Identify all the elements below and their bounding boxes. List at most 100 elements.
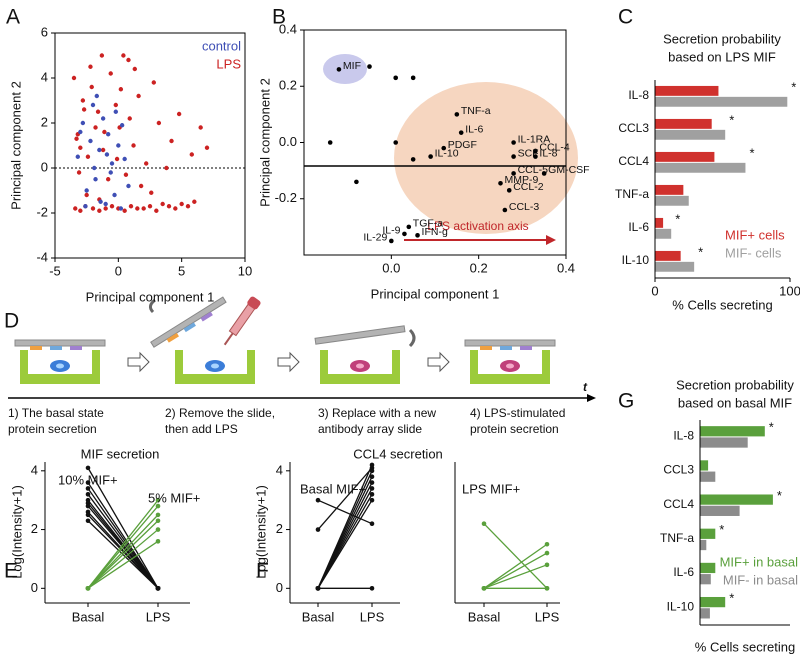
point: [192, 199, 197, 204]
line: [317, 467, 373, 530]
point: [511, 140, 516, 145]
bar: [655, 162, 746, 173]
line: [87, 514, 159, 589]
point: [544, 586, 550, 591]
point: [327, 140, 333, 145]
point-label: CCL-5: [518, 164, 549, 176]
point: [198, 125, 203, 130]
point: [151, 80, 156, 85]
chart-subtitle: LPS MIF+: [462, 481, 520, 496]
point: [123, 172, 129, 177]
point: [389, 238, 394, 244]
panel-label: F: [256, 560, 269, 583]
point: [506, 188, 512, 193]
y-tick-label: 0.4: [279, 21, 297, 36]
point-label: GM-CSF: [548, 164, 589, 176]
bar: [655, 195, 689, 206]
point: [92, 165, 97, 171]
y-tick-label: TNF-a: [660, 531, 694, 545]
point: [126, 57, 131, 63]
significance: *: [675, 211, 680, 226]
y-tick-label: 2: [31, 521, 38, 536]
line: [87, 540, 159, 589]
bar: [655, 129, 726, 140]
point: [541, 171, 547, 176]
line: [317, 499, 373, 589]
point: [410, 157, 416, 162]
line: [483, 552, 548, 589]
point: [544, 541, 550, 547]
point: [502, 207, 508, 213]
point: [533, 148, 538, 154]
point: [511, 171, 516, 176]
point: [164, 165, 169, 171]
line: [483, 564, 548, 589]
point: [315, 527, 321, 532]
x-tick-label: Basal: [468, 609, 501, 624]
y-axis-label: Principal component 2: [8, 81, 23, 210]
bar: [700, 437, 748, 448]
point: [83, 204, 88, 209]
point: [155, 497, 161, 503]
point: [109, 204, 115, 209]
point-label: MMP-9: [505, 174, 539, 186]
bar: [700, 539, 707, 551]
point: [122, 156, 127, 162]
bar: [655, 184, 684, 195]
point: [80, 120, 86, 126]
point: [97, 147, 102, 153]
point: [410, 75, 416, 81]
point: [402, 231, 407, 237]
chart-title: MIF secretion: [81, 446, 160, 461]
point: [118, 87, 124, 92]
point: [103, 206, 108, 211]
annotation: 5% MIF+: [148, 490, 200, 505]
bar: [700, 494, 773, 505]
point: [533, 154, 538, 159]
point-label: PDGF: [448, 139, 477, 151]
point: [102, 129, 107, 135]
point-label: TNF-a: [461, 105, 491, 117]
panel-label: E: [4, 560, 18, 583]
point-label: IL-8: [539, 147, 557, 159]
point: [173, 206, 178, 211]
point: [127, 116, 132, 121]
y-tick-label: -2: [36, 204, 48, 219]
point: [131, 143, 136, 148]
point: [369, 462, 375, 468]
point: [481, 586, 487, 591]
point: [114, 156, 120, 162]
chart-title: based on LPS MIF: [668, 49, 776, 64]
significance: *: [729, 112, 734, 127]
point: [147, 204, 153, 209]
point: [415, 233, 420, 238]
point-label: IL-1RA: [518, 133, 551, 145]
y-tick-label: 0.2: [279, 78, 297, 93]
point: [78, 208, 83, 213]
step-text: antibody array slide: [318, 422, 422, 436]
y-tick-label: TNF-a: [615, 187, 649, 201]
line: [87, 505, 159, 589]
annotation: 10% MIF+: [58, 472, 118, 487]
x-axis-label: % Cells secreting: [695, 639, 795, 654]
point: [104, 152, 110, 157]
y-axis-label: Log(Intensity+1): [9, 485, 24, 579]
point: [128, 204, 134, 209]
point: [144, 161, 149, 166]
line: [483, 543, 548, 589]
point: [100, 116, 106, 121]
x-axis-label: % Cells secreting: [672, 297, 772, 312]
point: [135, 206, 140, 211]
point: [108, 71, 113, 76]
point: [369, 480, 375, 485]
x-axis-label: Principal component 1: [371, 286, 500, 301]
point: [155, 518, 161, 524]
x-tick-label: 0: [651, 283, 658, 298]
y-tick-label: 4: [31, 462, 38, 477]
point: [71, 75, 77, 81]
panel-label: C: [618, 6, 633, 29]
significance: *: [777, 488, 782, 503]
annotation: LPS activation axis: [427, 219, 528, 233]
y-tick-label: CCL4: [663, 497, 694, 511]
